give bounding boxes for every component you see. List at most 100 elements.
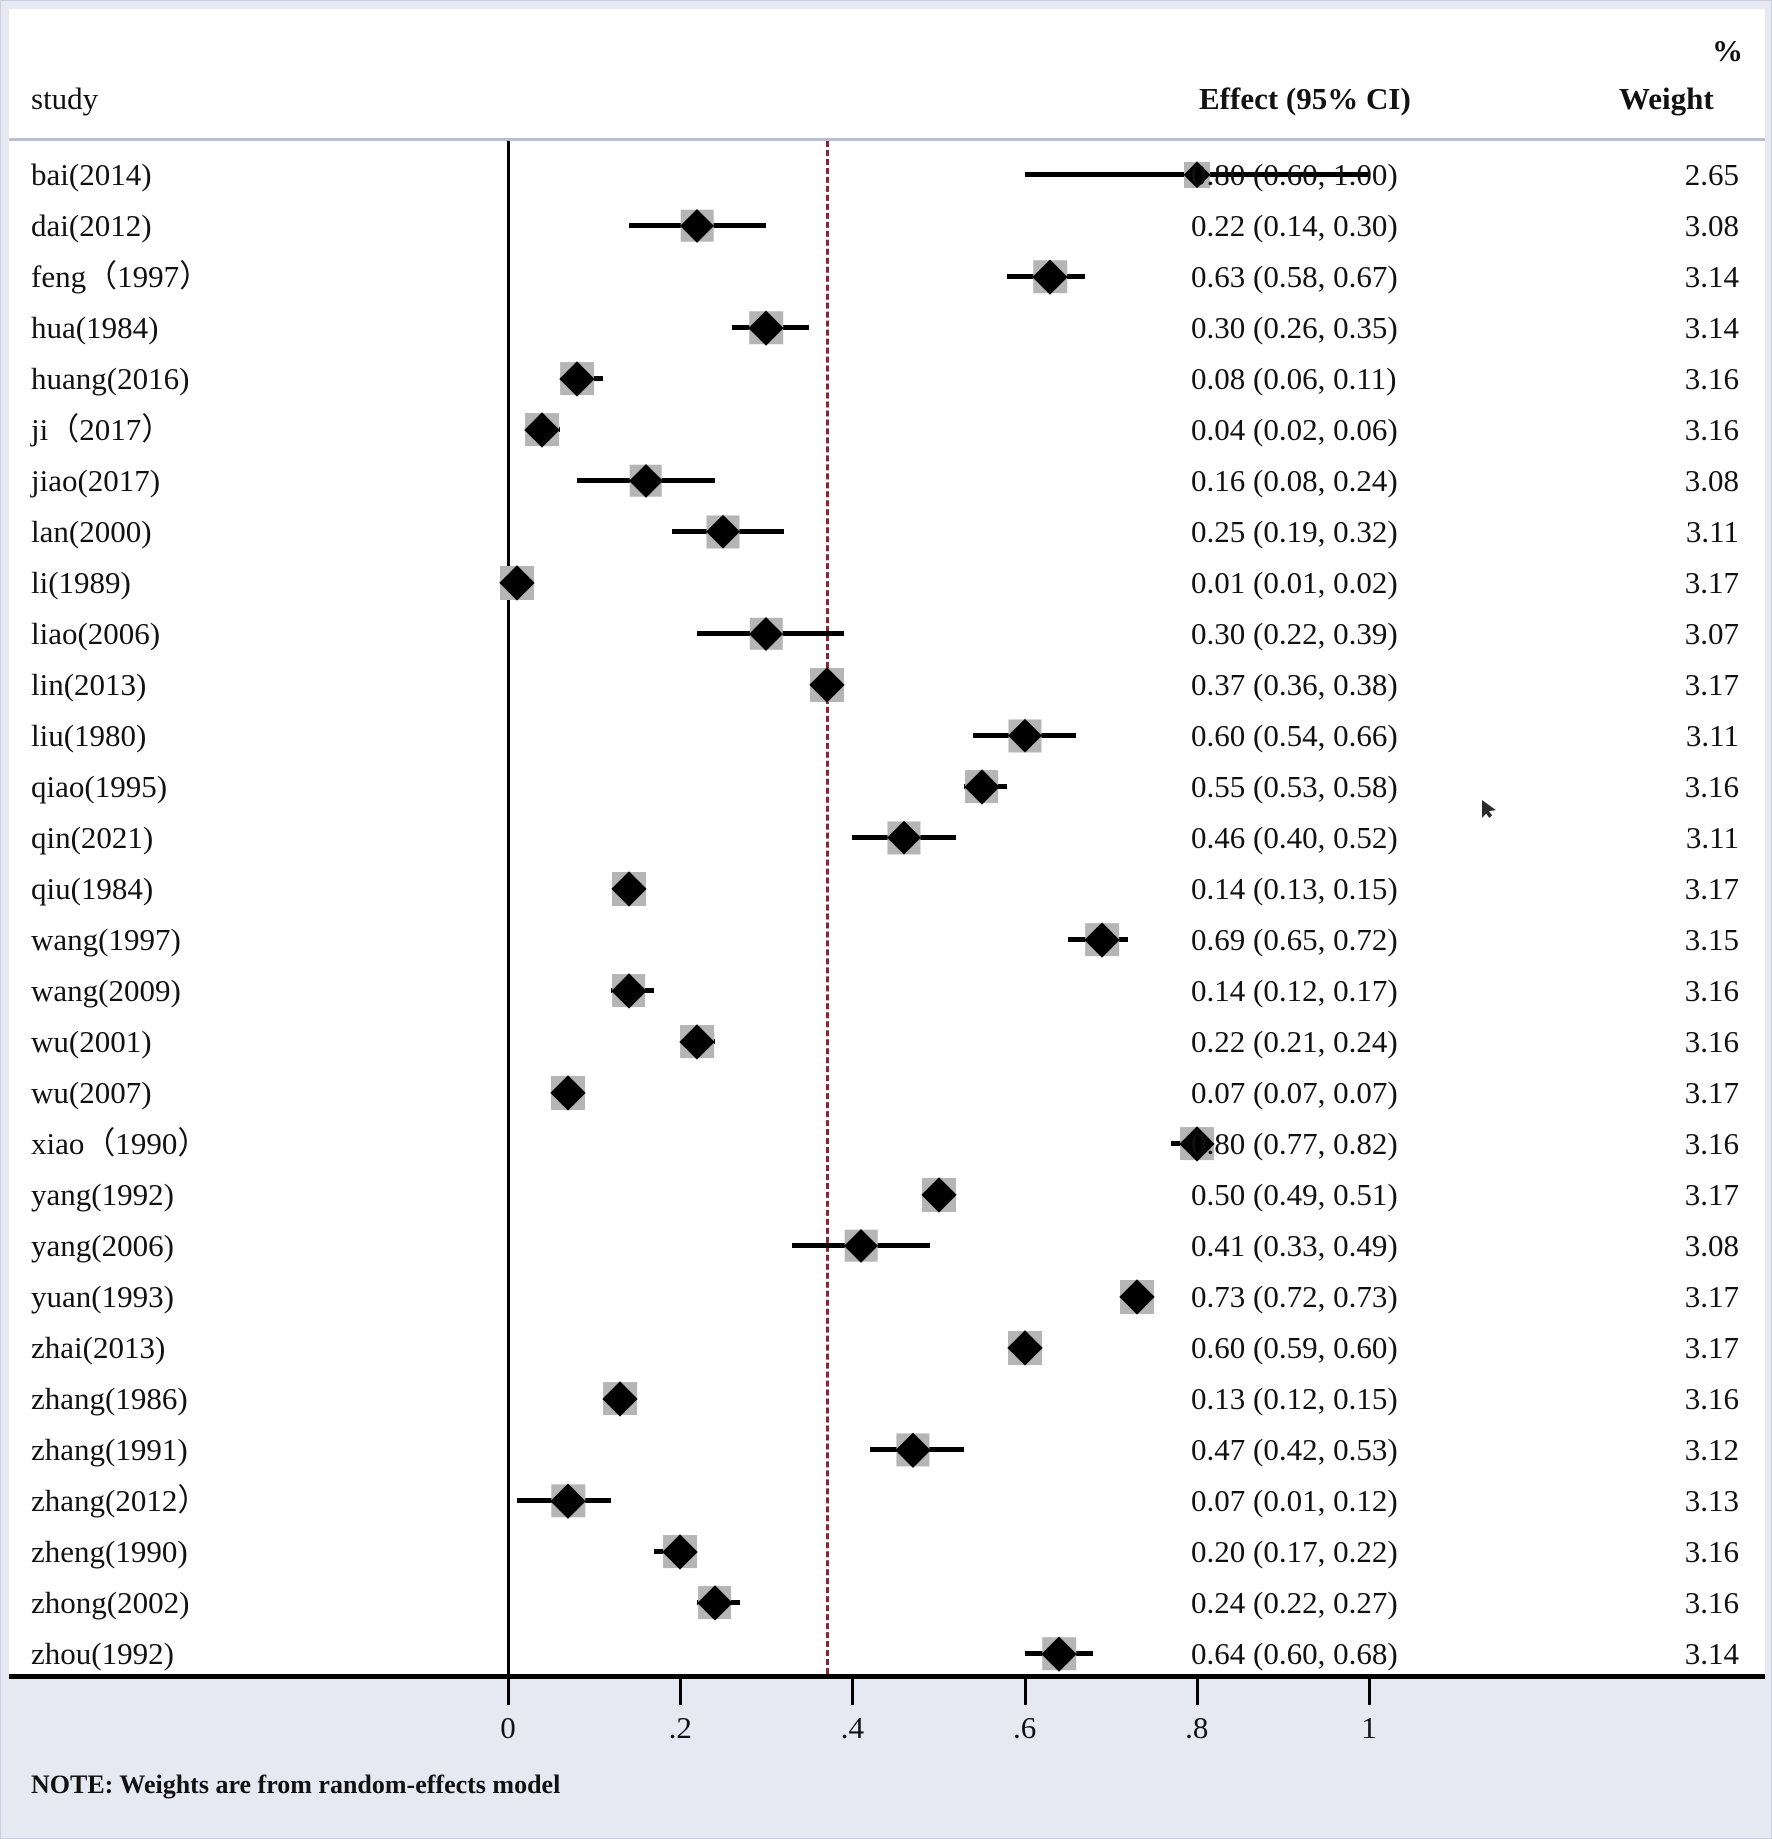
axis-tick-label: .6 [1012,1710,1037,1745]
study-label: hua(1984) [31,310,159,345]
weight-value: 3.08 [1684,463,1739,498]
effect-value: 0.22 (0.14, 0.30) [1191,208,1398,243]
plot-header: study % Effect (95% CI) Weight [9,9,1765,138]
weight-value: 3.16 [1684,1534,1739,1569]
forest-row: zhang(1991) 0.47 (0.42, 0.53) 3.12 [9,1424,1765,1475]
forest-row: hua(1984) 0.30 (0.26, 0.35) 3.14 [9,302,1765,353]
weight-value: 3.16 [1684,1024,1739,1059]
forest-row: yang(2006) 0.41 (0.33, 0.49) 3.08 [9,1220,1765,1271]
weight-value: 3.16 [1684,973,1739,1008]
study-label: wang(1997) [31,922,181,957]
effect-value: 0.14 (0.13, 0.15) [1191,871,1398,906]
study-label: zhou(1992) [31,1636,174,1671]
weight-value: 3.16 [1684,1381,1739,1416]
forest-row: dai(2012) 0.22 (0.14, 0.30) 3.08 [9,200,1765,251]
effect-value: 0.63 (0.58, 0.67) [1191,259,1398,294]
forest-row: zhong(2002) 0.24 (0.22, 0.27) 3.16 [9,1577,1765,1628]
weight-value: 3.16 [1684,361,1739,396]
effect-value: 0.22 (0.21, 0.24) [1191,1024,1398,1059]
forest-row: jiao(2017) 0.16 (0.08, 0.24) 3.08 [9,455,1765,506]
weight-value: 3.17 [1684,565,1739,600]
effect-value: 0.16 (0.08, 0.24) [1191,463,1398,498]
zero-reference-line [507,141,510,1674]
study-label: qin(2021) [31,820,154,855]
weight-value: 3.16 [1684,769,1739,804]
column-header-weight: Weight [1619,81,1714,116]
weight-value: 3.12 [1684,1432,1739,1467]
forest-row: zhou(1992) 0.64 (0.60, 0.68) 3.14 [9,1628,1765,1674]
study-label: zhong(2002) [31,1585,190,1620]
axis-tick [851,1679,855,1705]
effect-value: 0.80 (0.60, 1.00) [1191,157,1398,192]
effect-value: 0.07 (0.01, 0.12) [1191,1483,1398,1518]
weight-value: 3.11 [1685,820,1739,855]
axis-tick-label: .8 [1185,1710,1209,1745]
weight-value: 3.11 [1685,514,1739,549]
forest-row: zhang(1986) 0.13 (0.12, 0.15) 3.16 [9,1373,1765,1424]
study-label: zhang(1991) [31,1432,188,1467]
forest-row: yang(1992) 0.50 (0.49, 0.51) 3.17 [9,1169,1765,1220]
axis-line [9,1674,1765,1679]
forest-row: wu(2007) 0.07 (0.07, 0.07) 3.17 [9,1067,1765,1118]
plot-note: NOTE: Weights are from random-effects mo… [31,1770,561,1799]
weight-value: 3.07 [1684,616,1739,651]
forest-row: li(1989) 0.01 (0.01, 0.02) 3.17 [9,557,1765,608]
study-label: xiao（1990） [31,1126,209,1161]
study-label: wang(2009) [31,973,181,1008]
axis-tick-label: 0 [500,1710,516,1745]
forest-row: bai(2014) 0.80 (0.60, 1.00) 2.65 [9,149,1765,200]
forest-row: zhang(2012） 0.07 (0.01, 0.12) 3.13 [9,1475,1765,1526]
study-label: yang(2006) [31,1228,174,1263]
study-label: huang(2016) [31,361,190,396]
effect-value: 0.20 (0.17, 0.22) [1191,1534,1398,1569]
study-label: wu(2007) [31,1075,152,1110]
effect-value: 0.46 (0.40, 0.52) [1191,820,1398,855]
study-label: feng（1997） [31,259,211,294]
effect-value: 0.14 (0.12, 0.17) [1191,973,1398,1008]
weight-value: 3.16 [1684,1585,1739,1620]
weight-value: 3.17 [1684,871,1739,906]
forest-row: wu(2001) 0.22 (0.21, 0.24) 3.16 [9,1016,1765,1067]
axis-tick [679,1679,683,1705]
effect-value: 0.64 (0.60, 0.68) [1191,1636,1398,1671]
x-axis: NOTE: Weights are from random-effects mo… [9,1674,1765,1832]
weight-value: 3.14 [1684,1636,1739,1671]
study-label: li(1989) [31,565,131,600]
weight-value: 3.17 [1684,1279,1739,1314]
study-label: yuan(1993) [31,1279,174,1314]
effect-value: 0.01 (0.01, 0.02) [1191,565,1398,600]
weight-value: 3.17 [1684,1330,1739,1365]
forest-row: ji（2017） 0.04 (0.02, 0.06) 3.16 [9,404,1765,455]
pooled-estimate-line [825,141,829,1674]
weight-value: 3.08 [1684,1228,1739,1263]
effect-value: 0.30 (0.22, 0.39) [1191,616,1398,651]
weight-value: 3.17 [1684,667,1739,702]
forest-row: lin(2013) 0.37 (0.36, 0.38) 3.17 [9,659,1765,710]
axis-tick-label: .4 [840,1710,865,1745]
forest-row: qiu(1984) 0.14 (0.13, 0.15) 3.17 [9,863,1765,914]
plot-body: bai(2014) 0.80 (0.60, 1.00) 2.65 dai(2012) 0… [9,141,1765,1674]
header-divider [9,138,1765,141]
weight-value: 3.17 [1684,1075,1739,1110]
effect-value: 0.60 (0.54, 0.66) [1191,718,1398,753]
weight-value: 3.14 [1684,310,1739,345]
forest-row: zhai(2013) 0.60 (0.59, 0.60) 3.17 [9,1322,1765,1373]
weight-value: 3.16 [1684,412,1739,447]
study-label: lin(2013) [31,667,147,702]
effect-value: 0.24 (0.22, 0.27) [1191,1585,1398,1620]
column-header-effect: Effect (95% CI) [1199,81,1411,116]
weight-value: 3.15 [1684,922,1739,957]
effect-value: 0.69 (0.65, 0.72) [1191,922,1398,957]
column-header-percent: % [1712,33,1743,68]
study-label: liao(2006) [31,616,161,651]
forest-row: xiao（1990） 0.80 (0.77, 0.82) 3.16 [9,1118,1765,1169]
effect-value: 0.30 (0.26, 0.35) [1191,310,1398,345]
forest-row: feng（1997） 0.63 (0.58, 0.67) 3.14 [9,251,1765,302]
effect-value: 0.07 (0.07, 0.07) [1191,1075,1398,1110]
forest-row: wang(2009) 0.14 (0.12, 0.17) 3.16 [9,965,1765,1016]
forest-row: liao(2006) 0.30 (0.22, 0.39) 3.07 [9,608,1765,659]
effect-value: 0.60 (0.59, 0.60) [1191,1330,1398,1365]
axis-tick [1023,1679,1027,1705]
effect-value: 0.08 (0.06, 0.11) [1191,361,1397,396]
study-label: zhang(2012） [31,1483,209,1518]
